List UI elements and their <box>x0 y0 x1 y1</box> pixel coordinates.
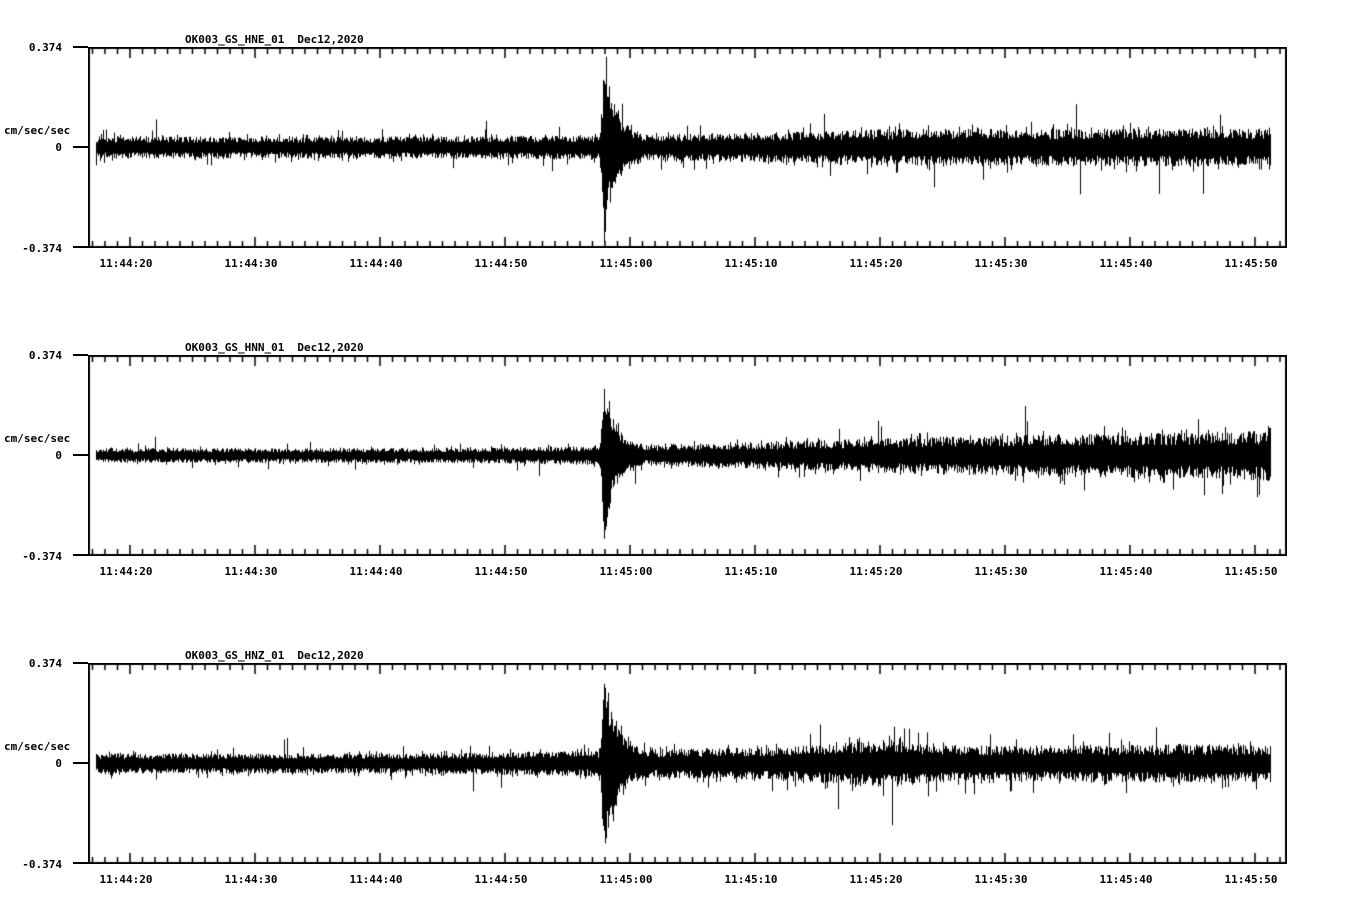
x-tick-label: 11:44:40 <box>349 257 403 270</box>
x-tick-label: 11:44:30 <box>224 565 278 578</box>
x-tick-label: 11:45:40 <box>1099 565 1153 578</box>
x-axis-labels-hnz: 11:44:20 11:44:30 11:44:40 11:44:50 11:45:00… <box>0 873 1358 889</box>
y-tick-max <box>73 662 88 664</box>
y-tick-min <box>73 862 88 864</box>
y-tick-zero <box>73 146 88 148</box>
trace-name-label: OK003_GS_HNE_01 <box>185 33 285 46</box>
x-tick-label: 11:44:20 <box>99 257 153 270</box>
x-tick-label: 11:45:20 <box>849 257 903 270</box>
waveform-canvas-hnz <box>88 663 1287 864</box>
x-axis-labels-hnn: 11:44:20 11:44:30 11:44:40 11:44:50 11:45:00… <box>0 565 1358 581</box>
y-axis-zero-label: 0 <box>55 757 62 770</box>
x-tick-label: 11:44:50 <box>474 565 528 578</box>
x-tick-label: 11:45:10 <box>724 565 778 578</box>
amplitude-units-label: cm/sec/sec <box>4 124 71 137</box>
x-tick-label: 11:45:30 <box>974 565 1028 578</box>
x-tick-label: 11:44:50 <box>474 257 528 270</box>
waveform-canvas-hnn <box>88 355 1287 556</box>
x-tick-label: 11:45:00 <box>599 873 653 886</box>
x-tick-label: 11:44:50 <box>474 873 528 886</box>
x-tick-label: 11:44:40 <box>349 565 403 578</box>
y-axis-max-label: 0.374 <box>28 657 62 670</box>
x-tick-label: 11:44:20 <box>99 873 153 886</box>
y-tick-zero <box>73 454 88 456</box>
x-tick-label: 11:45:20 <box>849 873 903 886</box>
x-tick-label: 11:44:30 <box>224 257 278 270</box>
x-tick-label: 11:45:10 <box>724 873 778 886</box>
x-tick-label: 11:44:40 <box>349 873 403 886</box>
trace-title-hne: OK003_GS_HNE_01 Dec12,2020 <box>185 33 364 46</box>
x-axis-labels-hne: 11:44:20 11:44:30 11:44:40 11:44:50 11:45:00… <box>0 257 1358 273</box>
trace-name-label: OK003_GS_HNZ_01 <box>185 649 285 662</box>
y-axis-min-label: -0.374 <box>22 858 62 871</box>
x-tick-label: 11:45:10 <box>724 257 778 270</box>
x-tick-label: 11:44:20 <box>99 565 153 578</box>
y-axis-zero-label: 0 <box>55 141 62 154</box>
x-tick-label: 11:45:40 <box>1099 257 1153 270</box>
x-tick-label: 11:45:50 <box>1224 565 1278 578</box>
trace-name-label: OK003_GS_HNN_01 <box>185 341 285 354</box>
y-tick-max <box>73 354 88 356</box>
x-tick-label: 11:45:00 <box>599 565 653 578</box>
trace-date-label: Dec12,2020 <box>297 649 364 662</box>
trace-title-hnz: OK003_GS_HNZ_01 Dec12,2020 <box>185 649 364 662</box>
x-tick-label: 11:44:30 <box>224 873 278 886</box>
x-tick-label: 11:45:20 <box>849 565 903 578</box>
x-tick-label: 11:45:30 <box>974 873 1028 886</box>
y-tick-max <box>73 46 88 48</box>
amplitude-units-label: cm/sec/sec <box>4 432 71 445</box>
x-tick-label: 11:45:00 <box>599 257 653 270</box>
y-axis-max-label: 0.374 <box>28 349 62 362</box>
y-tick-zero <box>73 762 88 764</box>
x-tick-label: 11:45:40 <box>1099 873 1153 886</box>
trace-date-label: Dec12,2020 <box>297 341 364 354</box>
y-tick-min <box>73 246 88 248</box>
y-axis-zero-label: 0 <box>55 449 62 462</box>
waveform-canvas-hne <box>88 47 1287 248</box>
y-axis-min-label: -0.374 <box>22 550 62 563</box>
y-tick-min <box>73 554 88 556</box>
trace-title-hnn: OK003_GS_HNN_01 Dec12,2020 <box>185 341 364 354</box>
y-axis-max-label: 0.374 <box>28 41 62 54</box>
x-tick-label: 11:45:30 <box>974 257 1028 270</box>
x-tick-label: 11:45:50 <box>1224 873 1278 886</box>
y-axis-min-label: -0.374 <box>22 242 62 255</box>
trace-date-label: Dec12,2020 <box>297 33 364 46</box>
amplitude-units-label: cm/sec/sec <box>4 740 71 753</box>
x-tick-label: 11:45:50 <box>1224 257 1278 270</box>
